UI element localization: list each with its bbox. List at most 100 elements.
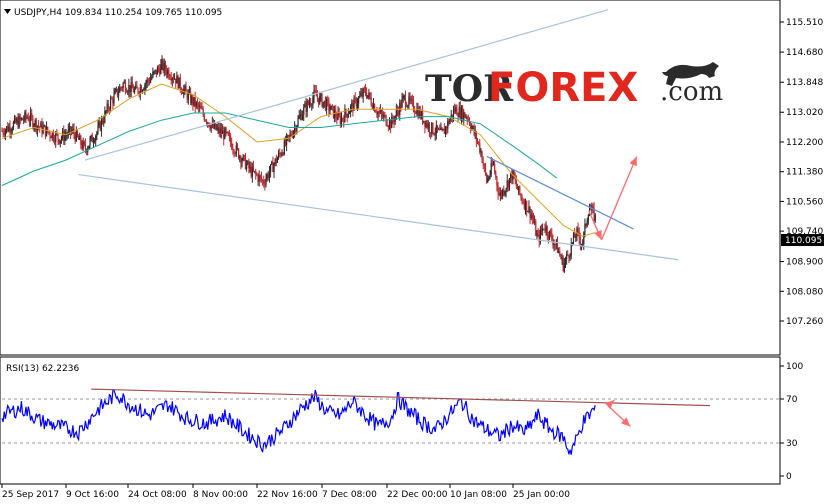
candle-body [268, 172, 271, 178]
candle-body [244, 155, 247, 169]
candle-body [590, 209, 592, 211]
candle-body [310, 103, 312, 106]
candle-body [105, 111, 107, 112]
forecast-arrow-1-head [594, 229, 602, 240]
candle-body [251, 166, 253, 177]
candle-body [186, 91, 188, 100]
candle-body [424, 120, 426, 127]
candle-body [1, 131, 3, 132]
candle-body [408, 96, 410, 106]
candle-body [575, 236, 577, 238]
candle-body [563, 263, 565, 271]
candle-body [352, 103, 354, 111]
candle-body [188, 91, 191, 94]
candle-body [344, 109, 346, 123]
candle-body [116, 88, 119, 96]
candle-body [80, 135, 82, 145]
candle-body [302, 114, 304, 120]
candle-body [152, 72, 154, 77]
candle-body [275, 158, 277, 163]
candle-body [279, 152, 281, 154]
candle-body [546, 226, 548, 235]
candle-body [326, 99, 328, 110]
candle-body [97, 125, 99, 133]
candle-body [288, 135, 290, 137]
candle-body [98, 122, 100, 126]
candle-body [380, 110, 383, 114]
candle-body [100, 119, 103, 131]
candle-body [518, 186, 520, 190]
candle-body [330, 105, 332, 110]
candle-body [271, 161, 273, 165]
candle-body [404, 95, 407, 106]
candle-body [534, 221, 536, 223]
candle-body [7, 126, 9, 132]
candle-body [336, 117, 338, 120]
trend-line-3[interactable] [486, 155, 634, 230]
candle-body [395, 109, 397, 116]
candle-body [106, 103, 108, 112]
candle-body [551, 233, 553, 240]
candle-body [318, 97, 320, 104]
trend-line-2[interactable] [78, 173, 679, 261]
candle-body [369, 92, 371, 98]
candle-body [238, 148, 240, 159]
candle-body [107, 103, 109, 110]
candle-body [311, 104, 313, 106]
candle-body [456, 107, 458, 116]
candle-body [594, 214, 596, 221]
candle-body [12, 122, 15, 130]
rsi-y-tick-label: 70 [786, 395, 798, 405]
candle-body [479, 143, 481, 153]
candle-body [225, 128, 227, 133]
collapse-triangle-icon[interactable] [4, 9, 11, 14]
candle-body [66, 135, 68, 136]
candle-body [444, 127, 447, 134]
candle-body [459, 107, 461, 119]
candle-body [480, 151, 482, 153]
candle-body [77, 136, 80, 140]
candle-body [327, 99, 329, 102]
candle-body [334, 110, 336, 118]
candle-body [232, 149, 234, 151]
candle-body [228, 135, 231, 137]
candle-body [58, 139, 60, 144]
candle-body [28, 120, 31, 122]
candle-body [322, 102, 324, 107]
candle-body [495, 172, 497, 177]
candle-body [328, 101, 330, 111]
candle-body [95, 135, 97, 142]
candle-body [299, 114, 301, 117]
candle-body [382, 113, 384, 118]
candle-body [11, 129, 13, 131]
candle-body [570, 243, 572, 256]
candle-body [515, 180, 517, 187]
candle-body [460, 107, 463, 119]
candle-body [167, 70, 169, 75]
trend-line-1[interactable] [84, 9, 609, 161]
candle-body [430, 132, 432, 134]
candle-body [207, 122, 209, 124]
candle-body [411, 99, 413, 101]
candle-body [53, 139, 56, 142]
candle-body [246, 164, 248, 169]
candle-body [372, 104, 375, 109]
candle-body [312, 97, 314, 105]
candle-body [435, 125, 437, 134]
candle-body [415, 112, 417, 114]
candle-body [548, 230, 551, 239]
candle-body [564, 259, 567, 264]
y-tick-label: 109.740 [786, 227, 823, 237]
candle-body [362, 88, 364, 97]
candle-body [224, 128, 226, 139]
candle-body [48, 131, 50, 133]
candle-body [524, 200, 527, 209]
candle-body [466, 117, 468, 120]
candle-body [396, 109, 399, 112]
y-tick-label: 113.848 [786, 78, 823, 88]
candle-body [50, 136, 52, 139]
candle-body [258, 175, 260, 182]
y-tick-label: 107.260 [786, 317, 823, 327]
candle-body [32, 117, 34, 128]
candle-body [358, 97, 360, 104]
